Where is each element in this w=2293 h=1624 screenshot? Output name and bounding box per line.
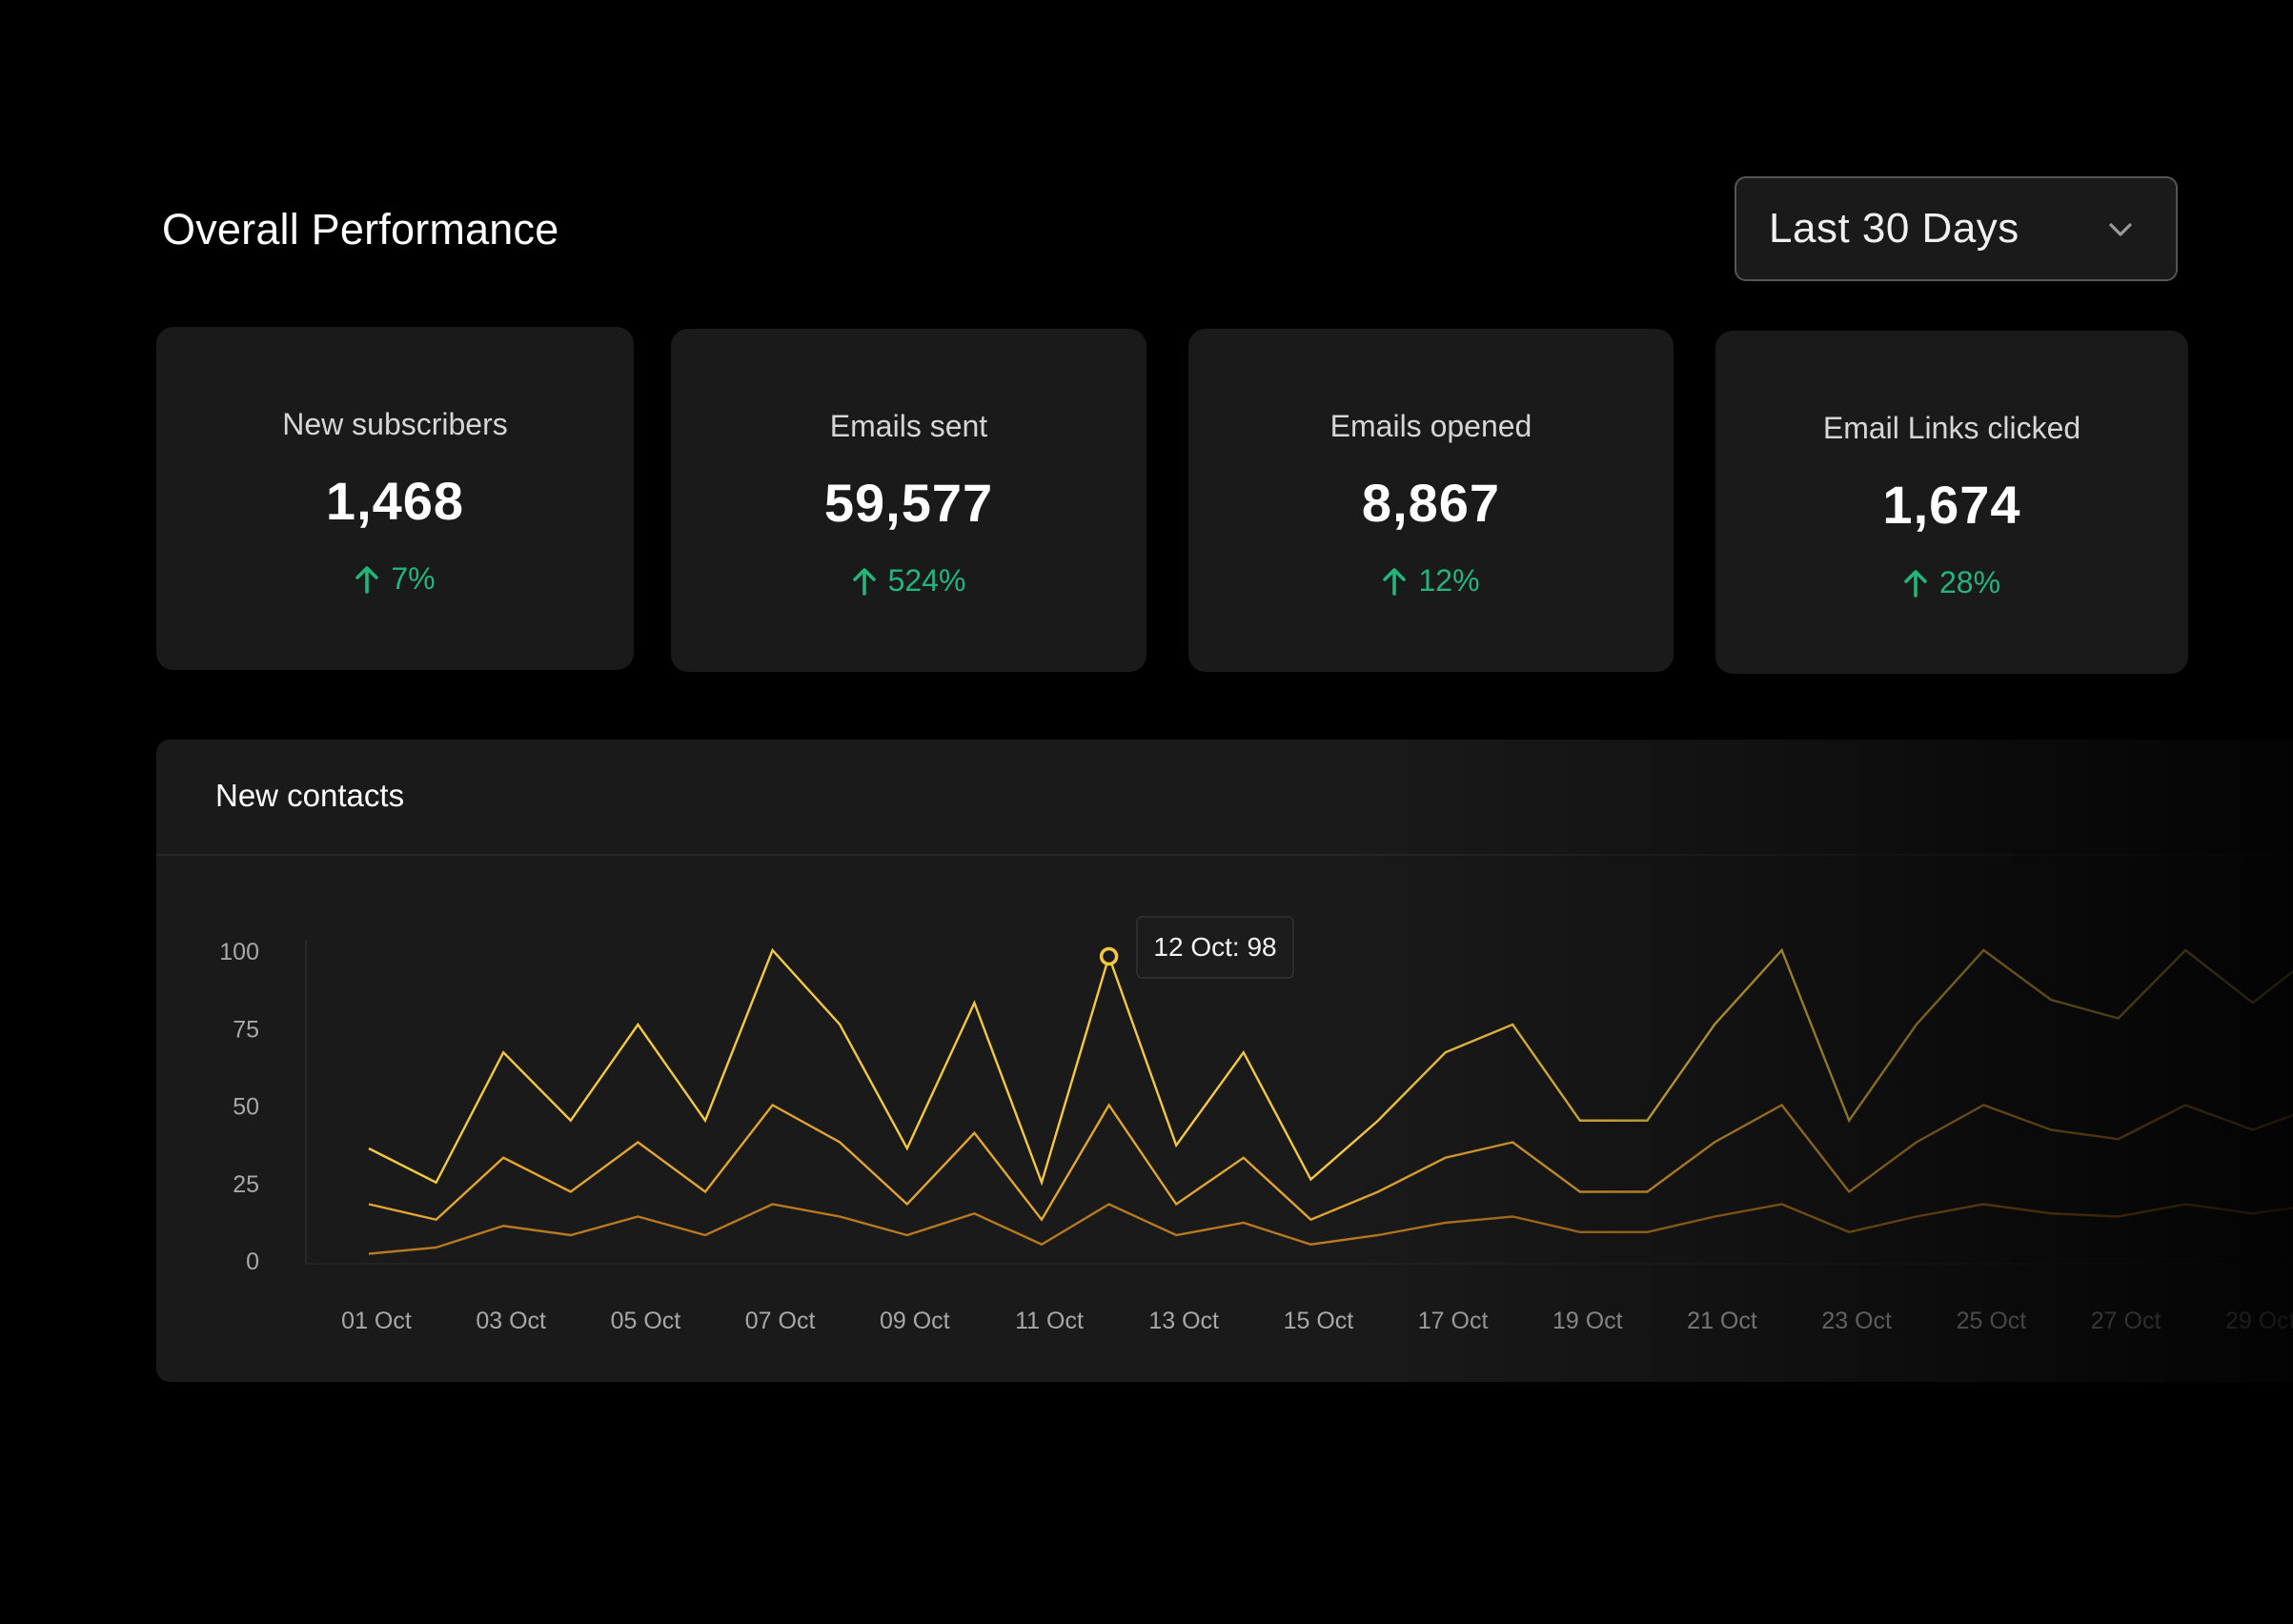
new-contacts-chart: 0 25 50 75 100 01 Oct 03 Oct 05 Oct 07 Oct 09 Oct…: [219, 939, 2293, 1334]
x-tick-label: 03 Oct: [476, 1308, 546, 1334]
x-tick-label: 21 Oct: [1687, 1308, 1757, 1334]
x-tick-label: 05 Oct: [611, 1308, 681, 1334]
arrow-up-icon: [1383, 567, 1407, 596]
x-tick-label: 25 Oct: [1957, 1308, 2027, 1334]
stat-label: Emails sent: [829, 409, 988, 443]
stat-delta-value: 7%: [391, 561, 436, 596]
chart-header: New contacts: [156, 740, 2293, 856]
highlight-point[interactable]: [1099, 946, 1119, 966]
stat-value: 1,468: [325, 471, 465, 531]
new-contacts-panel: New contacts 0 25 50 75 100 01 Oct 03 Oct 05 Oc…: [156, 740, 2293, 1382]
x-tick-label: 15 Oct: [1284, 1308, 1354, 1334]
y-tick-label: 75: [233, 1016, 259, 1043]
series-line-1: [368, 947, 2293, 1187]
arrow-up-icon: [852, 567, 876, 596]
page-title: Overall Performance: [162, 205, 559, 254]
stat-delta: 524%: [671, 563, 1146, 599]
stat-value: 8,867: [1361, 473, 1501, 533]
stat-delta: 7%: [156, 561, 634, 597]
x-tick-label: 27 Oct: [2091, 1308, 2161, 1334]
y-tick-label: 100: [219, 939, 259, 965]
stat-delta-value: 524%: [887, 563, 966, 598]
x-tick-label: 01 Oct: [341, 1308, 412, 1334]
stat-delta-value: 28%: [1938, 565, 2001, 599]
x-tick-label: 13 Oct: [1148, 1308, 1219, 1334]
x-tick-label: 29 Oct: [2225, 1308, 2293, 1334]
stat-delta: 12%: [1188, 563, 1674, 599]
arrow-up-icon: [355, 565, 379, 594]
x-tick-label: 23 Oct: [1821, 1308, 1892, 1334]
date-range-value: Last 30 Days: [1769, 205, 2019, 252]
stat-delta: 28%: [1715, 565, 2188, 600]
date-range-dropdown[interactable]: Last 30 Days: [1735, 176, 2178, 281]
stat-label: Emails opened: [1329, 409, 1532, 443]
stat-card-emails-opened: Emails opened 8,867 12%: [1188, 329, 1674, 672]
stat-value: 59,577: [823, 473, 994, 533]
chevron-down-icon: [2109, 223, 2132, 236]
y-tick-label: 50: [233, 1094, 259, 1121]
y-tick-label: 25: [233, 1171, 259, 1198]
x-tick-label: 09 Oct: [880, 1308, 950, 1334]
y-tick-label: 0: [246, 1248, 259, 1275]
stat-value: 1,674: [1882, 475, 2021, 535]
chart-title: New contacts: [215, 778, 405, 813]
stat-label: New subscribers: [282, 407, 508, 441]
stat-card-new-subscribers: New subscribers 1,468 7%: [156, 327, 634, 670]
stat-delta-value: 12%: [1418, 563, 1480, 598]
chart-tooltip: 12 Oct: 98: [1136, 916, 1294, 979]
x-tick-label: 07 Oct: [745, 1308, 816, 1334]
x-tick-label: 19 Oct: [1552, 1308, 1623, 1334]
x-tick-label: 17 Oct: [1418, 1308, 1489, 1334]
stat-card-emails-sent: Emails sent 59,577 524%: [671, 329, 1146, 672]
stat-card-email-links-clicked: Email Links clicked 1,674 28%: [1715, 331, 2188, 674]
stat-label: Email Links clicked: [1822, 411, 2081, 445]
x-tick-label: 11 Oct: [1015, 1308, 1084, 1334]
arrow-up-icon: [1904, 569, 1927, 598]
